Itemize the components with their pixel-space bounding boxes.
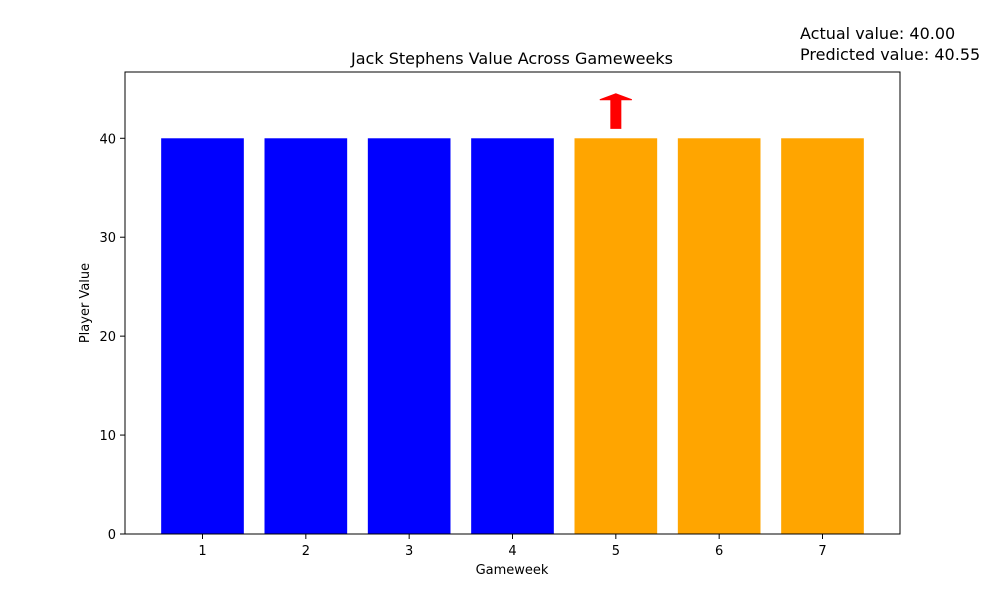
bar-gw-3 [367,138,451,534]
bar-gw-7 [781,138,864,534]
arrow-layer [599,93,633,129]
x-tick-label: 5 [612,544,620,559]
y-tick-label: 10 [99,429,116,444]
bar-gw-4 [471,138,554,534]
x-axis-label: Gameweek [476,563,549,578]
x-tick-label: 2 [302,544,310,559]
bar-gw-1 [161,138,244,534]
prediction-arrow-up-icon [599,93,633,129]
predicted-value-annotation: Predicted value: 40.55 [800,45,981,64]
actual-value-annotation: Actual value: 40.00 [800,24,956,43]
plot-frame [124,71,901,535]
x-axis: 1 2 3 4 5 6 7 [198,534,827,559]
chart-title: Jack Stephens Value Across Gameweeks [350,49,673,68]
x-tick-label: 7 [818,544,826,559]
y-axis: 0 10 20 30 40 [99,132,125,543]
y-tick-label: 30 [99,231,116,246]
bars-group [161,138,864,534]
bar-gw-2 [264,138,348,534]
x-tick-label: 6 [715,544,723,559]
y-tick-label: 20 [99,330,116,345]
x-tick-label: 4 [508,544,516,559]
bar-gw-6 [677,138,761,534]
x-tick-label: 3 [405,544,413,559]
bar-gw-5 [574,138,658,534]
y-tick-label: 0 [108,528,116,543]
x-tick-label: 1 [198,544,206,559]
y-axis-label: Player Value [78,263,93,343]
y-tick-label: 40 [99,132,116,147]
